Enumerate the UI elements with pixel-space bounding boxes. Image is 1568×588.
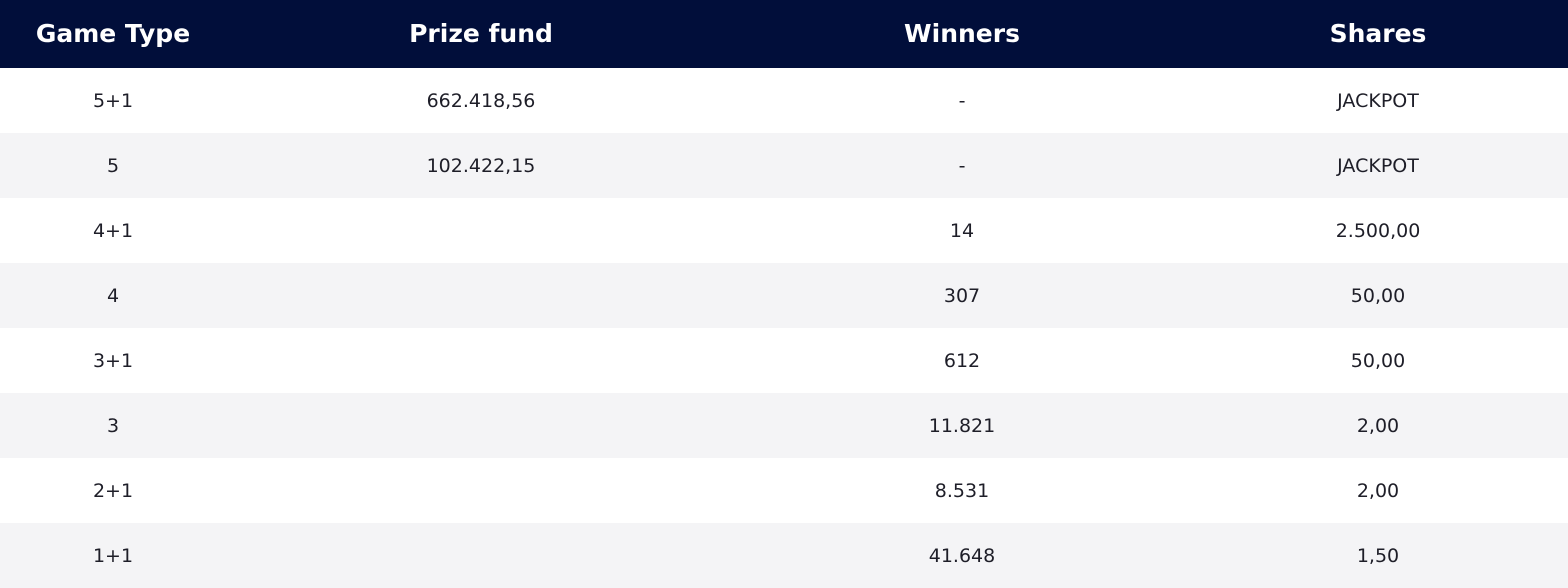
table-row: 4+1 14 2.500,00 bbox=[0, 198, 1568, 263]
game-type-cell: 5+1 bbox=[92, 89, 134, 112]
table-row: 5 102.422,15 - JACKPOT bbox=[0, 133, 1568, 198]
shares-cell: 2,00 bbox=[1356, 479, 1400, 502]
winners-cell: 307 bbox=[943, 284, 981, 307]
winners-cell: - bbox=[958, 89, 966, 112]
table-row: 3+1 612 50,00 bbox=[0, 328, 1568, 393]
winners-cell: 14 bbox=[949, 219, 975, 242]
column-header-winners: Winners bbox=[904, 18, 1020, 48]
prize-fund-cell: 662.418,56 bbox=[426, 89, 536, 112]
game-type-cell: 3+1 bbox=[92, 349, 134, 372]
shares-cell: JACKPOT bbox=[1337, 89, 1419, 112]
column-header-shares: Shares bbox=[1329, 18, 1427, 48]
column-header-game-type: Game Type bbox=[35, 18, 191, 48]
table-row: 4 307 50,00 bbox=[0, 263, 1568, 328]
winners-cell: - bbox=[958, 154, 966, 177]
winners-cell: 11.821 bbox=[928, 414, 996, 437]
table-header: Game Type Prize fund Winners Shares bbox=[0, 0, 1568, 68]
shares-cell: JACKPOT bbox=[1337, 154, 1419, 177]
game-type-cell: 4 bbox=[106, 284, 120, 307]
shares-cell: 2.500,00 bbox=[1335, 219, 1421, 242]
shares-cell: 1,50 bbox=[1356, 544, 1400, 567]
table-row: 3 11.821 2,00 bbox=[0, 393, 1568, 458]
game-type-cell: 5 bbox=[106, 154, 120, 177]
shares-cell: 50,00 bbox=[1350, 284, 1406, 307]
column-header-prize-fund: Prize fund bbox=[409, 18, 553, 48]
shares-cell: 2,00 bbox=[1356, 414, 1400, 437]
table-row: 1+1 41.648 1,50 bbox=[0, 523, 1568, 588]
shares-cell: 50,00 bbox=[1350, 349, 1406, 372]
prize-fund-cell: 102.422,15 bbox=[426, 154, 536, 177]
table-row: 5+1 662.418,56 - JACKPOT bbox=[0, 68, 1568, 133]
game-type-cell: 1+1 bbox=[92, 544, 134, 567]
game-type-cell: 3 bbox=[106, 414, 120, 437]
winners-cell: 8.531 bbox=[934, 479, 990, 502]
table-row: 2+1 8.531 2,00 bbox=[0, 458, 1568, 523]
winners-cell: 612 bbox=[943, 349, 981, 372]
winners-cell: 41.648 bbox=[928, 544, 996, 567]
game-type-cell: 2+1 bbox=[92, 479, 134, 502]
game-type-cell: 4+1 bbox=[92, 219, 134, 242]
